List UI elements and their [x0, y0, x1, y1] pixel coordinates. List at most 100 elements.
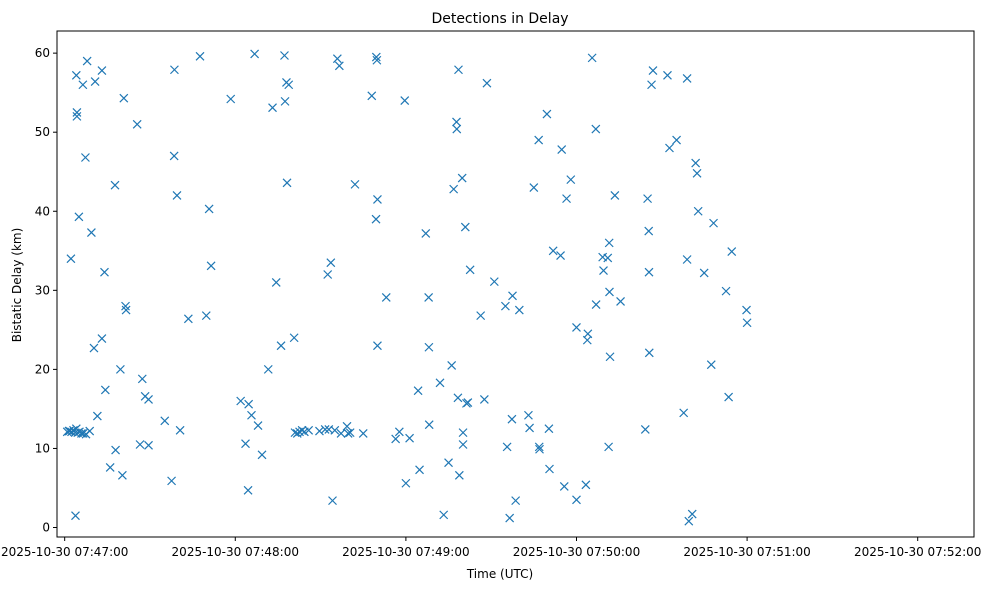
data-point	[534, 442, 544, 452]
data-point	[591, 124, 601, 134]
data-point	[435, 378, 445, 388]
data-point	[226, 94, 236, 104]
data-point	[706, 360, 716, 370]
data-point	[169, 151, 179, 161]
data-point	[100, 267, 109, 277]
data-point	[350, 179, 360, 189]
x-axis-ticks: 2025-10-30 07:47:00 2025-10-30 07:48:00 20…	[1, 537, 981, 559]
data-point	[572, 495, 581, 505]
data-point	[257, 450, 267, 460]
data-point	[511, 496, 521, 506]
data-point	[381, 293, 391, 302]
data-point	[643, 194, 653, 204]
data-point	[282, 178, 292, 188]
data-point	[160, 416, 170, 426]
data-point	[424, 293, 434, 302]
data-point	[336, 429, 346, 438]
data-point	[72, 111, 82, 121]
data-point	[502, 442, 512, 452]
data-point	[373, 341, 382, 351]
data-point	[605, 287, 614, 297]
data-point	[644, 348, 654, 358]
data-point	[709, 218, 718, 228]
data-point	[183, 314, 193, 324]
data-point	[692, 168, 702, 178]
data-point	[699, 268, 709, 278]
data-point	[372, 55, 382, 65]
y-tick-label: 10	[35, 441, 50, 455]
data-point	[144, 440, 153, 450]
data-point	[276, 341, 286, 351]
y-tick-label: 20	[35, 362, 50, 376]
data-point	[315, 426, 324, 436]
y-tick-label: 40	[35, 204, 50, 218]
data-point	[742, 318, 752, 328]
y-tick-label: 50	[35, 125, 50, 139]
data-point	[204, 204, 214, 214]
data-point	[640, 425, 650, 434]
data-point	[244, 399, 254, 409]
data-point	[721, 286, 731, 296]
data-point	[280, 96, 290, 106]
data-point	[74, 212, 84, 222]
data-point	[605, 352, 615, 362]
data-point	[603, 253, 613, 263]
x-tick-label: 2025-10-30 07:47:00	[1, 545, 128, 559]
x-tick-label: 2025-10-30 07:51:00	[683, 545, 810, 559]
data-point	[172, 191, 182, 200]
data-point	[424, 420, 434, 430]
y-tick-label: 30	[35, 283, 50, 297]
data-point	[559, 481, 569, 491]
data-point	[373, 194, 382, 204]
data-point	[514, 305, 524, 315]
data-point	[727, 247, 737, 257]
data-point	[449, 184, 459, 194]
data-point	[452, 117, 461, 127]
data-markers	[62, 49, 752, 526]
data-point	[71, 70, 81, 80]
data-point	[457, 173, 467, 183]
data-point	[447, 361, 457, 370]
data-point	[320, 425, 330, 434]
data-point	[581, 480, 591, 490]
data-point	[135, 440, 145, 449]
data-point	[691, 158, 701, 168]
data-point	[500, 301, 510, 311]
data-point	[170, 65, 179, 75]
data-point	[604, 238, 614, 248]
data-point	[542, 109, 552, 119]
data-point	[121, 305, 131, 315]
data-point	[78, 429, 88, 438]
data-point	[572, 323, 581, 332]
data-point	[330, 425, 340, 435]
data-point	[100, 385, 110, 395]
data-point	[463, 398, 473, 408]
data-point	[253, 421, 263, 430]
data-point	[117, 470, 127, 480]
x-tick-label: 2025-10-30 07:52:00	[854, 545, 981, 559]
data-point	[323, 270, 333, 279]
data-point	[687, 509, 697, 519]
data-point	[175, 425, 185, 435]
data-point	[583, 329, 593, 339]
data-point	[529, 183, 539, 192]
data-point	[458, 440, 468, 449]
data-point	[342, 421, 352, 431]
data-point	[566, 175, 576, 185]
data-point	[400, 96, 410, 105]
data-point	[454, 65, 463, 75]
data-point	[119, 93, 129, 103]
data-point	[616, 296, 625, 306]
y-tick-label: 0	[42, 521, 50, 535]
plot-area	[57, 31, 974, 537]
chart-title: Detections in Delay	[431, 11, 568, 27]
data-point	[647, 80, 656, 90]
data-point	[72, 108, 82, 117]
data-point	[394, 427, 404, 437]
data-point	[413, 386, 423, 396]
data-point	[81, 153, 90, 162]
data-point	[693, 206, 703, 216]
data-point	[304, 425, 314, 435]
data-point	[326, 258, 336, 268]
plot-border	[56, 30, 975, 538]
